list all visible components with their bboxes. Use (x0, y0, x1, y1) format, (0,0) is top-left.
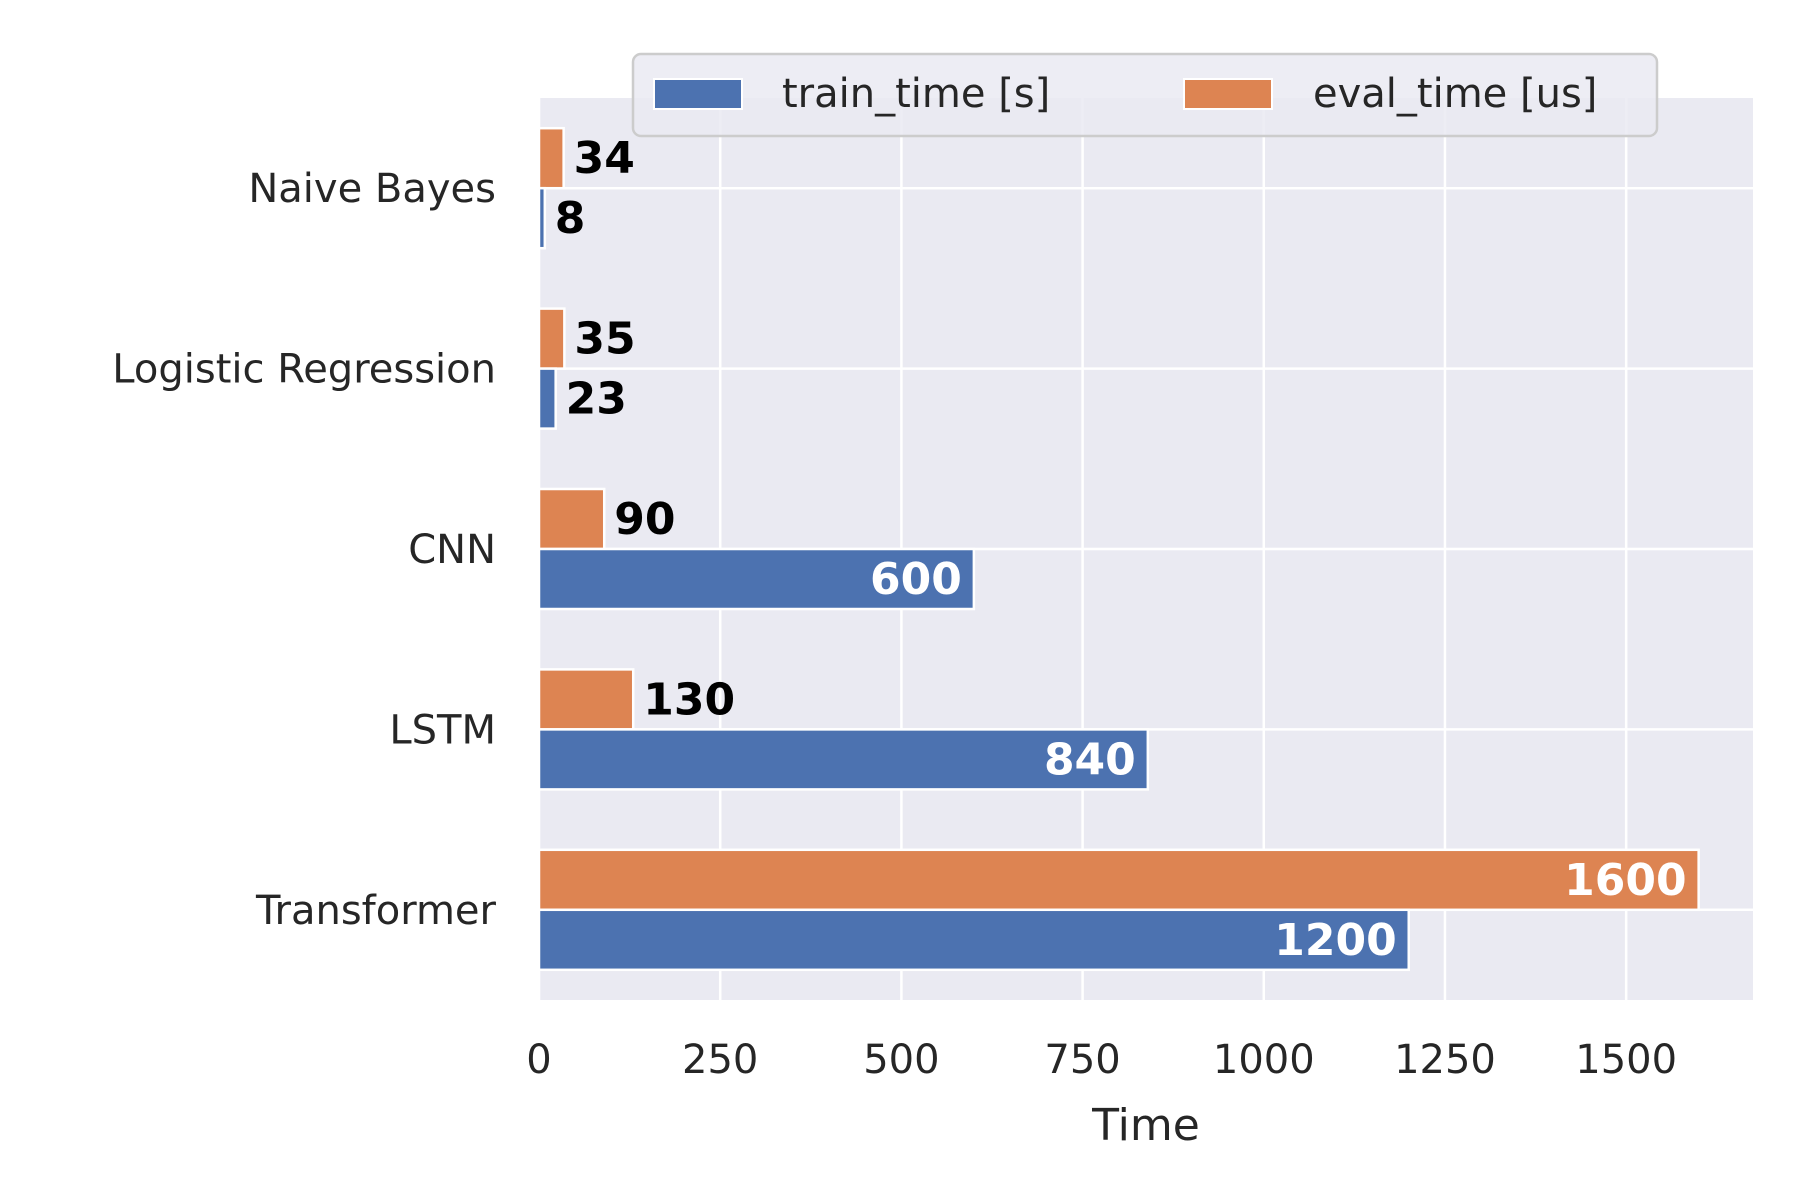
legend-label: train_time [s] (782, 71, 1050, 117)
data-labels: 34 8 35 23 90 600 130 840 1600 1200 (555, 133, 1687, 966)
bar-eval-time (537, 487, 606, 551)
bar-train-time (537, 908, 1410, 972)
bar-value-label: 35 (574, 314, 635, 365)
y-tick-label: LSTM (389, 707, 496, 753)
y-tick-label: Naive Bayes (248, 166, 496, 212)
x-axis-label: Time (1091, 1100, 1200, 1151)
y-tick-label: Logistic Regression (112, 347, 496, 393)
legend-label: eval_time [us] (1313, 71, 1597, 117)
bar-train-time (537, 367, 557, 430)
bar-train-time (537, 728, 1150, 791)
bar-value-label: 600 (870, 554, 962, 605)
bar-eval-time (537, 848, 1700, 912)
y-tick-label: Transformer (255, 888, 497, 934)
x-tick-label: 1500 (1575, 1037, 1677, 1083)
x-tick-label: 750 (1044, 1037, 1120, 1083)
x-tick-labels: 0 250 500 750 1000 1250 1500 (526, 1037, 1677, 1083)
legend-swatch (653, 78, 743, 110)
x-tick-label: 1250 (1394, 1037, 1496, 1083)
bar-eval-time (537, 307, 566, 370)
bar-train-time (537, 547, 976, 611)
legend-swatch (1183, 78, 1273, 110)
bar-value-label: 23 (566, 374, 627, 425)
y-tick-labels: Naive Bayes Logistic Regression CNN LSTM Tra… (112, 166, 496, 934)
bar-value-label: 840 (1044, 734, 1136, 785)
bar-value-label: 1600 (1564, 855, 1686, 906)
bar-value-label: 34 (574, 133, 635, 184)
x-tick-label: 0 (526, 1037, 551, 1083)
bar-value-label: 90 (614, 494, 675, 545)
bar-train-time (537, 186, 547, 250)
bar-value-label: 1200 (1274, 915, 1396, 966)
bar-eval-time (537, 126, 565, 190)
x-tick-label: 1000 (1213, 1037, 1315, 1083)
legend: train_time [s] eval_time [us] (631, 52, 1659, 138)
bar-value-label: 130 (643, 674, 735, 725)
bars (537, 126, 1700, 972)
bar-value-label: 8 (555, 193, 586, 244)
y-tick-label: CNN (408, 527, 496, 573)
x-tick-label: 250 (682, 1037, 758, 1083)
x-tick-label: 500 (863, 1037, 939, 1083)
bar-eval-time (537, 668, 635, 731)
legend-frame (631, 52, 1659, 138)
